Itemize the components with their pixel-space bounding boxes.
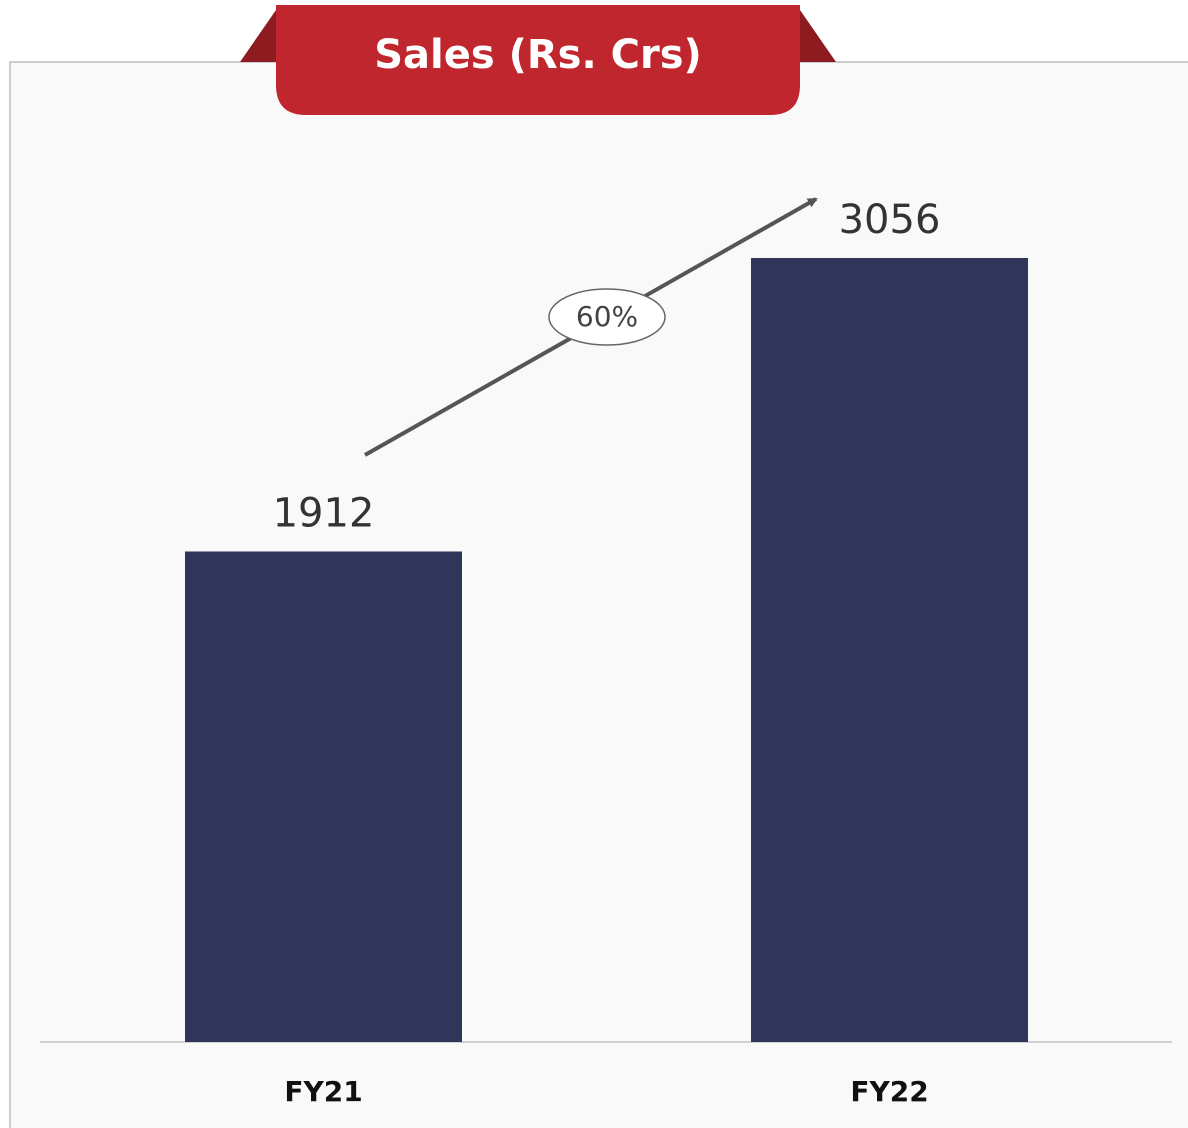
bar <box>185 551 462 1042</box>
title-tab <box>276 5 800 115</box>
value-label: 3056 <box>839 197 941 243</box>
tab-fold-right <box>800 10 836 62</box>
chart-title: Sales (Rs. Crs) <box>374 32 702 78</box>
x-tick-label: FY21 <box>284 1075 362 1108</box>
bar <box>751 258 1028 1042</box>
x-tick-label: FY22 <box>850 1075 928 1108</box>
tab-fold-left <box>240 10 276 62</box>
annotation-bubble <box>548 288 666 346</box>
annotation: 60% <box>576 300 638 333</box>
value-label: 1912 <box>273 490 375 536</box>
